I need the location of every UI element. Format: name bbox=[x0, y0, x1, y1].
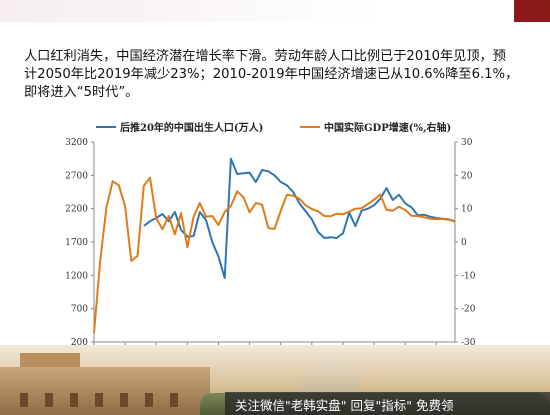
left-y-tick-label: 1700 bbox=[65, 238, 88, 248]
dual-axis-line-chart: 后推20年的中国出生人口(万人) 中国实际GDP增速(%,右轴) 2007001… bbox=[65, 121, 476, 359]
legend-label-births: 后推20年的中国出生人口(万人) bbox=[120, 121, 263, 134]
headline-text: 人口红利消失，中国经济潜在增长率下滑。劳动年龄人口比例已于2010年见顶，预 计… bbox=[24, 48, 534, 102]
header-accent-block bbox=[514, 0, 550, 22]
right-y-tick-label: -20 bbox=[461, 305, 476, 315]
left-y-tick-label: 700 bbox=[71, 305, 88, 315]
right-y-tick-label: 30 bbox=[461, 138, 473, 148]
header-band bbox=[0, 0, 550, 22]
headline-line-2: 计2050年比2019年减少23%；2010-2019年中国经济增速已从10.6… bbox=[24, 67, 519, 82]
left-y-tick-label: 2200 bbox=[65, 205, 88, 215]
chart-axes: 200 700 1200 1700 2200 2700 3200 -30 -20 -10 0 10 20… bbox=[65, 138, 476, 359]
left-y-tick-label: 1200 bbox=[65, 271, 88, 281]
left-y-tick-label: 3200 bbox=[65, 138, 88, 148]
watermark-text: 关注微信"老韩实盘" 回复"指标" 免费领 bbox=[235, 398, 454, 413]
series-line-gdp bbox=[93, 176, 456, 334]
series-line-births bbox=[143, 157, 456, 279]
right-y-tick-label: 10 bbox=[461, 205, 473, 215]
right-y-tick-label: 0 bbox=[461, 238, 467, 248]
right-y-tick-label: -10 bbox=[461, 271, 476, 281]
headline-line-3: 即将进入“5时代”。 bbox=[24, 85, 139, 100]
left-y-tick-label: 200 bbox=[71, 338, 88, 348]
right-y-tick-label: 20 bbox=[461, 171, 473, 181]
legend-label-gdp: 中国实际GDP增速(%,右轴) bbox=[324, 121, 451, 134]
chart-series-layer bbox=[93, 157, 456, 334]
headline-line-1: 人口红利消失，中国经济潜在增长率下滑。劳动年龄人口比例已于2010年见顶，预 bbox=[24, 49, 506, 64]
left-y-tick-label: 2700 bbox=[65, 171, 88, 181]
right-y-tick-label: -30 bbox=[461, 338, 476, 348]
building-left bbox=[0, 353, 210, 415]
chart-legend: 后推20年的中国出生人口(万人) 中国实际GDP增速(%,右轴) bbox=[96, 121, 451, 134]
watermark-bar bbox=[225, 392, 550, 415]
